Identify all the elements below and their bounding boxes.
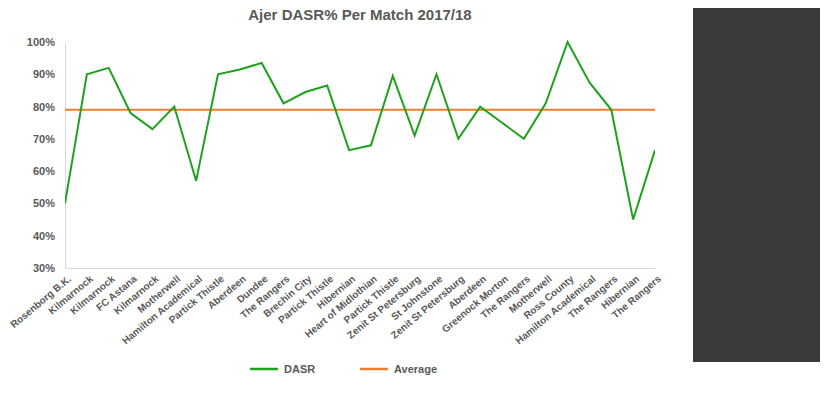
title: Ajer DASR% Per Match 2017/18	[248, 6, 471, 23]
legend-item: DASR	[250, 363, 315, 375]
x-tick-label: The Rangers	[610, 273, 664, 321]
photo	[693, 8, 820, 362]
y-tick: 100%	[27, 36, 65, 48]
y-tick-label: 70%	[33, 133, 55, 145]
y-tick: 60%	[33, 165, 65, 177]
y-axis: 30% 40% 50% 60% 70% 80% 90% 100%	[27, 36, 66, 274]
y-tick: 90%	[33, 68, 65, 80]
chart: Ajer DASR% Per Match 2017/18 30% 40% 50% 60%…	[0, 0, 836, 394]
x-tick: The Rangers	[610, 268, 664, 320]
legend: DASR Average	[250, 363, 437, 375]
y-tick-label: 80%	[33, 101, 55, 113]
y-tick-label: 90%	[33, 68, 55, 80]
y-tick: 50%	[33, 197, 65, 209]
legend-swatch	[250, 368, 278, 371]
y-tick: 80%	[33, 101, 65, 113]
y-tick: 40%	[33, 230, 65, 242]
y-tick-label: 100%	[27, 36, 55, 48]
y-tick: 70%	[33, 133, 65, 145]
y-tick-label: 50%	[33, 197, 55, 209]
x-axis: Rosenborg B.K.KilmarnockKilmarnockFC Ast…	[8, 268, 663, 346]
x-axis-line	[66, 268, 656, 269]
y-tick-label: 30%	[33, 262, 55, 274]
plot-area	[65, 42, 655, 220]
legend-item: Average	[360, 363, 437, 375]
legend-label: DASR	[284, 363, 315, 375]
series-line	[65, 109, 655, 111]
y-tick: 30%	[33, 262, 65, 274]
y-tick-label: 60%	[33, 165, 55, 177]
legend-label: Average	[394, 363, 437, 375]
legend-swatch	[360, 368, 388, 371]
series-line	[65, 42, 655, 220]
y-tick-label: 40%	[33, 230, 55, 242]
y-axis-line	[65, 43, 66, 269]
